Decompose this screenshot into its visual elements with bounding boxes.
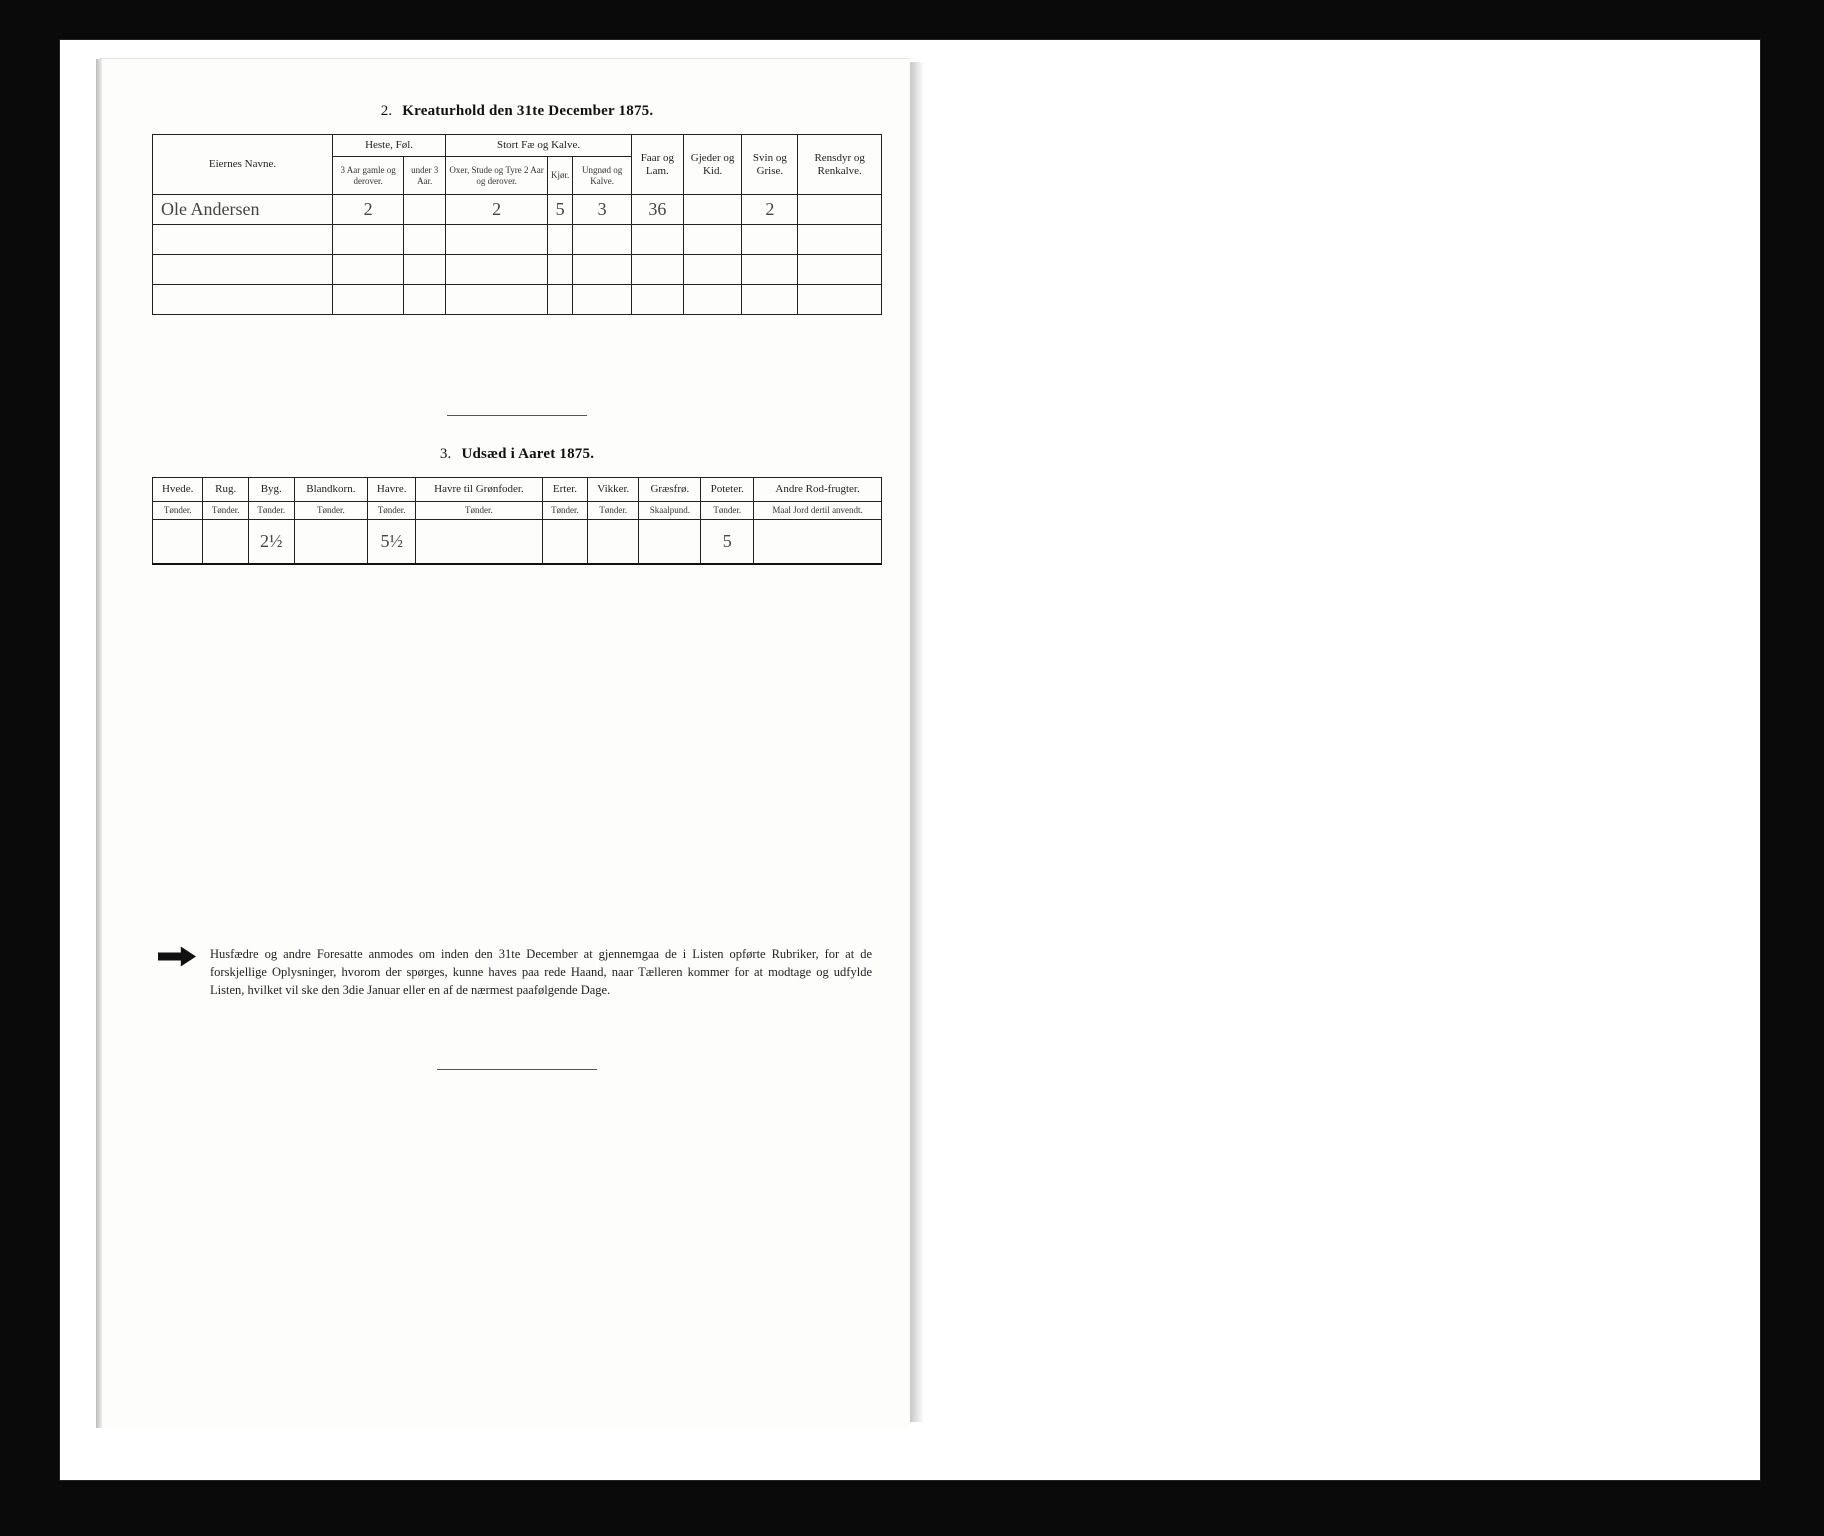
col-andre: Andre Rod-frugter. — [754, 478, 882, 502]
cell-horses-under3 — [404, 195, 446, 225]
col-cattle-cows: Kjør. — [548, 157, 573, 195]
unit-hvede: Tønder. — [153, 502, 203, 520]
cell-horses-3plus: 2 — [333, 195, 404, 225]
pointing-hand-icon — [158, 947, 196, 967]
unit-grasfro: Skaalpund. — [639, 502, 701, 520]
document-page: 2. Kreaturhold den 31te December 1875. E… — [100, 58, 910, 1428]
col-rug: Rug. — [203, 478, 249, 502]
section2-heading: Kreaturhold den 31te December 1875. — [402, 103, 653, 119]
col-hvede: Hvede. — [153, 478, 203, 502]
cell-blandkorn — [294, 520, 368, 564]
col-blandkorn: Blandkorn. — [294, 478, 368, 502]
col-byg: Byg. — [248, 478, 294, 502]
unit-andre: Maal Jord dertil anvendt. — [754, 502, 882, 520]
section3-heading: Udsæd i Aaret 1875. — [461, 446, 594, 462]
col-pigs: Svin og Grise. — [742, 135, 798, 195]
colgroup-horses: Heste, Føl. — [333, 135, 446, 157]
cell-pigs: 2 — [742, 195, 798, 225]
col-cattle-young: Ungnød og Kalve. — [573, 157, 632, 195]
unit-blandkorn: Tønder. — [294, 502, 368, 520]
unit-erter: Tønder. — [542, 502, 588, 520]
divider — [447, 415, 587, 416]
cell-cattle-cows: 5 — [548, 195, 573, 225]
cell-sheep: 36 — [631, 195, 683, 225]
cell-poteter: 5 — [701, 520, 754, 564]
col-havre: Havre. — [368, 478, 416, 502]
col-owner-name: Eiernes Navne. — [153, 135, 333, 195]
cell-goats — [683, 195, 742, 225]
cell-cattle-young: 3 — [573, 195, 632, 225]
cell-owner-name: Ole Andersen — [153, 195, 333, 225]
livestock-table: Eiernes Navne. Heste, Føl. Stort Fæ og K… — [152, 134, 882, 315]
table-row — [153, 255, 882, 285]
divider — [437, 1069, 597, 1070]
cell-rug — [203, 520, 249, 564]
colgroup-cattle: Stort Fæ og Kalve. — [446, 135, 632, 157]
col-erter: Erter. — [542, 478, 588, 502]
col-reindeer: Rensdyr og Renkalve. — [798, 135, 882, 195]
cell-hvede — [153, 520, 203, 564]
footnote-text: Husfædre og andre Foresatte anmodes om i… — [210, 945, 872, 999]
col-cattle-oxen: Oxer, Stude og Tyre 2 Aar og derover. — [446, 157, 548, 195]
unit-byg: Tønder. — [248, 502, 294, 520]
unit-havre-gron: Tønder. — [416, 502, 542, 520]
cell-cattle-oxen: 2 — [446, 195, 548, 225]
unit-rug: Tønder. — [203, 502, 249, 520]
section2-title: 2. Kreaturhold den 31te December 1875. — [152, 103, 882, 120]
cell-reindeer — [798, 195, 882, 225]
scan-frame: 2. Kreaturhold den 31te December 1875. E… — [60, 40, 1760, 1480]
section3-title: 3. Udsæd i Aaret 1875. — [152, 446, 882, 463]
cell-havre-gron — [416, 520, 542, 564]
col-horses-under3: under 3 Aar. — [404, 157, 446, 195]
unit-poteter: Tønder. — [701, 502, 754, 520]
cell-andre — [754, 520, 882, 564]
unit-havre: Tønder. — [368, 502, 416, 520]
table-row — [153, 285, 882, 315]
cell-vikker — [588, 520, 639, 564]
cell-byg: 2½ — [248, 520, 294, 564]
seed-table: Hvede. Rug. Byg. Blandkorn. Havre. Havre… — [152, 477, 882, 565]
col-horses-3plus: 3 Aar gamle og derover. — [333, 157, 404, 195]
table-row — [153, 225, 882, 255]
col-havre-gron: Havre til Grønfoder. — [416, 478, 542, 502]
cell-havre: 5½ — [368, 520, 416, 564]
spacer — [152, 315, 882, 385]
table-row: 2½ 5½ 5 — [153, 520, 882, 564]
table-row: Ole Andersen 2 2 5 3 36 2 — [153, 195, 882, 225]
col-vikker: Vikker. — [588, 478, 639, 502]
section2-number: 2. — [381, 103, 393, 119]
col-poteter: Poteter. — [701, 478, 754, 502]
section3-number: 3. — [440, 446, 452, 462]
unit-vikker: Tønder. — [588, 502, 639, 520]
col-sheep: Faar og Lam. — [631, 135, 683, 195]
page-shadow — [910, 62, 924, 1422]
footnote-block: Husfædre og andre Foresatte anmodes om i… — [152, 945, 882, 999]
cell-erter — [542, 520, 588, 564]
col-grasfro: Græsfrø. — [639, 478, 701, 502]
col-goats: Gjeder og Kid. — [683, 135, 742, 195]
cell-grasfro — [639, 520, 701, 564]
